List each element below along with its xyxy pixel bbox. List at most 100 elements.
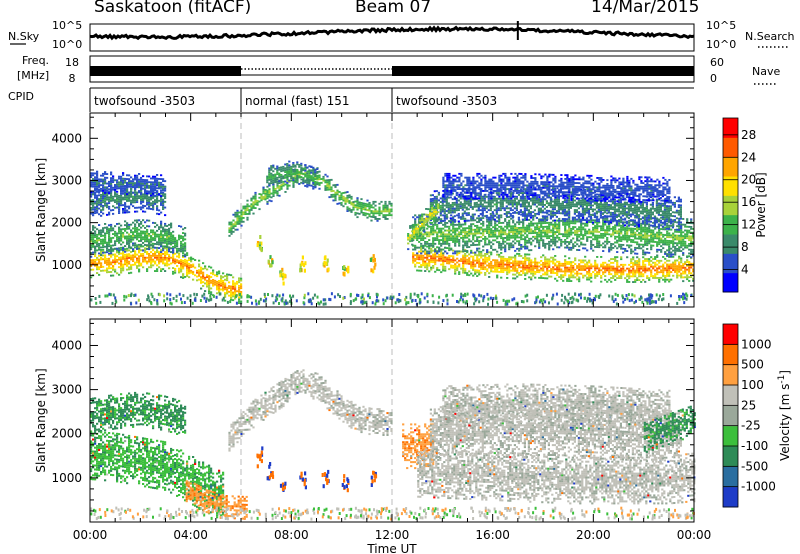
colorbar-segment-5	[723, 176, 738, 196]
x-axis-label: Time UT	[366, 542, 417, 554]
data-band-3	[90, 170, 167, 197]
nsearch-tick-top: 10^5	[706, 19, 736, 32]
data-band-9	[442, 172, 671, 204]
y-tick-label-1: 2000	[51, 216, 82, 230]
colorbar-tick-4: 20	[741, 173, 756, 187]
colorbar-tick-4: -25	[741, 419, 761, 433]
cpid-segment-0: twofsound -3503	[94, 94, 195, 108]
x-tick-label-3: 12:00	[375, 528, 410, 542]
colorbar-segment-4	[723, 405, 738, 427]
colorbar-segment-1	[723, 253, 738, 274]
colorbar-segment-0	[723, 272, 738, 293]
x-tick-label-6: 00:00	[677, 528, 712, 542]
y-tick-label-0: 1000	[51, 258, 82, 272]
data-band-3	[228, 369, 393, 452]
colorbar-tick-6: -500	[741, 459, 768, 473]
colorbar-tick-1: 500	[741, 358, 764, 372]
data-band-5	[266, 160, 319, 190]
beam-label: Beam 07	[355, 0, 432, 17]
data-band-0	[90, 243, 243, 305]
x-tick-label-1: 04:00	[173, 528, 208, 542]
x-tick-label-5: 20:00	[576, 528, 611, 542]
nsky-label: N.Sky	[8, 30, 40, 43]
data-band-0	[90, 391, 187, 435]
colorbar-segment-8	[723, 324, 738, 345]
nsky-tick-bottom: 10^0	[52, 38, 82, 51]
isolated-echo-4	[342, 265, 350, 277]
colorbar-tick-2: 12	[741, 218, 756, 232]
y-tick-label-0: 1000	[51, 471, 82, 485]
colorbar-segment-6	[723, 364, 738, 386]
freq-label-1: Freq.	[22, 54, 49, 67]
colorbar-segment-1	[723, 466, 738, 488]
colorbar-tick-5: -100	[741, 439, 768, 453]
colorbar-tick-7: -1000	[741, 480, 776, 494]
x-tick-label-4: 16:00	[475, 528, 510, 542]
isolated-echo-1	[266, 462, 275, 481]
near-range-scatter	[90, 292, 693, 306]
freq-tick-top: 18	[65, 56, 79, 69]
data-band-5	[417, 448, 696, 505]
colorbar-segment-5	[723, 385, 738, 406]
nsky-line	[89, 25, 695, 41]
colorbar-segment-7	[723, 137, 738, 158]
colorbar-segment-7	[723, 344, 738, 366]
isolated-echo-1	[267, 255, 274, 268]
isolated-echo-4	[341, 474, 350, 493]
near-range-scatter	[90, 506, 695, 521]
colorbar-segment-8	[723, 118, 738, 138]
colorbar-tick-2: 100	[741, 378, 764, 392]
y-axis-label: Slant Range [km]	[34, 368, 48, 472]
isolated-echo-0	[256, 446, 264, 469]
data-band-8	[643, 405, 696, 453]
colorbar-tick-0: 4	[741, 263, 749, 277]
isolated-echo-2	[299, 471, 307, 490]
freq-bar-2	[392, 66, 694, 76]
nsky-tick-top: 10^5	[52, 19, 82, 32]
colorbar-tick-3: 25	[741, 398, 756, 412]
isolated-echo-5	[369, 254, 377, 274]
isolated-echo-3	[321, 469, 330, 489]
colorbar-segment-6	[723, 156, 738, 177]
colorbar-label: Power [dB]	[754, 172, 768, 237]
freq-bar-1	[90, 66, 241, 76]
data-band-10	[407, 203, 440, 251]
colorbar-tick-6: 28	[741, 128, 756, 142]
colorbar-tick-3: 16	[741, 195, 756, 209]
x-tick-label-2: 08:00	[274, 528, 309, 542]
colorbar-segment-0	[723, 486, 738, 508]
y-tick-label-3: 4000	[51, 338, 82, 352]
station-title: Saskatoon (fitACF)	[94, 0, 252, 17]
nave-tick-bottom: 0	[710, 72, 717, 85]
isolated-echo-6	[279, 267, 287, 286]
y-tick-label-1: 2000	[51, 427, 82, 441]
data-band-7	[442, 383, 671, 432]
nave-tick-top: 60	[710, 56, 724, 69]
y-tick-label-3: 4000	[51, 131, 82, 145]
freq-tick-bottom: 8	[69, 72, 76, 85]
y-tick-label-2: 3000	[51, 173, 82, 187]
x-tick-label-0: 00:00	[73, 528, 108, 542]
isolated-echo-2	[299, 255, 307, 273]
colorbar-tick-5: 24	[741, 150, 756, 164]
y-axis-label: Slant Range [km]	[34, 158, 48, 262]
colorbar-segment-2	[723, 446, 738, 467]
cpid-segment-2: twofsound -3503	[396, 94, 497, 108]
isolated-echo-0	[256, 235, 263, 253]
y-tick-label-2: 3000	[51, 383, 82, 397]
colorbar-tick-1: 8	[741, 240, 749, 254]
freq-label-2: [MHz]	[17, 69, 49, 82]
date-label: 14/Mar/2015	[591, 0, 700, 17]
data-band-6	[412, 244, 695, 283]
colorbar-segment-3	[723, 425, 738, 447]
colorbar-frame	[722, 117, 739, 293]
colorbar-tick-0: 1000	[741, 337, 772, 351]
colorbar-segment-4	[723, 195, 738, 216]
colorbar-segment-2	[723, 234, 738, 254]
isolated-echo-3	[322, 255, 330, 273]
colorbar-label: Velocity [m s-1]	[777, 370, 792, 461]
nsearch-label: N.Search	[745, 30, 795, 43]
